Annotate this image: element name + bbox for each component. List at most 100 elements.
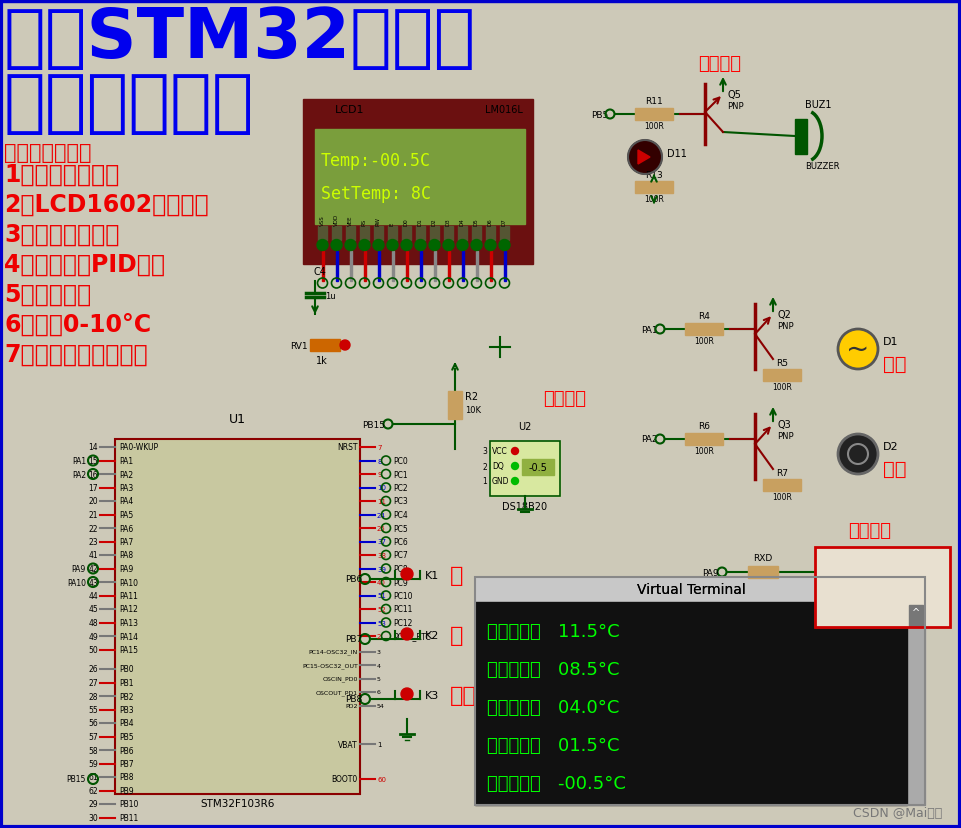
Text: 60: 60 [377,776,386,782]
Text: 6: 6 [377,690,381,695]
Bar [635,182,673,194]
Bar [815,547,950,628]
Text: PC15-OSC32_OUT: PC15-OSC32_OUT [302,662,358,668]
Text: 7、按键设置恒定温度: 7、按键设置恒定温度 [4,343,148,367]
Bar [378,252,380,282]
Bar [475,577,925,602]
Polygon shape [638,151,650,165]
Text: 温度检测: 温度检测 [544,389,586,407]
Text: PB12: PB12 [119,826,138,828]
Text: OSCOUT_PD1: OSCOUT_PD1 [316,690,358,695]
Bar [763,479,801,491]
Text: PA7: PA7 [119,537,134,546]
Circle shape [499,240,510,251]
Bar [475,577,925,805]
Text: 1: 1 [482,477,487,486]
Text: RXD: RXD [753,553,773,562]
Text: PA8: PA8 [119,551,134,560]
Text: PC8: PC8 [393,565,407,573]
Text: 42: 42 [88,565,98,573]
Text: 44: 44 [88,591,98,600]
Text: D2: D2 [432,218,437,226]
Circle shape [387,240,398,251]
Text: VDD: VDD [334,214,339,226]
Text: 2、LCD1602液晶显示: 2、LCD1602液晶显示 [4,193,209,217]
Bar [335,252,337,282]
Text: PA12: PA12 [119,604,137,614]
Circle shape [401,568,413,580]
Bar [350,252,352,282]
Bar [0,0,470,410]
Text: GND: GND [492,477,509,486]
Text: 2: 2 [482,462,487,471]
Text: E: E [390,223,395,226]
Text: D0: D0 [404,218,409,226]
Text: 58: 58 [88,745,98,754]
Circle shape [359,240,370,251]
Text: PNP: PNP [777,321,794,330]
Text: 21: 21 [88,510,98,519]
Bar [115,440,360,794]
Text: PB8: PB8 [345,695,362,704]
Text: PA9: PA9 [72,565,86,573]
Text: Q5: Q5 [727,90,741,100]
Text: R6: R6 [698,421,710,431]
Bar [303,100,533,265]
Bar [318,227,327,241]
Text: C4: C4 [313,267,326,277]
Text: U1: U1 [229,412,246,426]
Bar [402,227,411,241]
Text: PB5: PB5 [591,110,608,119]
Text: 7: 7 [377,445,382,450]
Text: 制冷: 制冷 [883,460,906,479]
Text: 57: 57 [88,732,98,741]
Text: 加热: 加热 [883,354,906,373]
Bar [448,252,450,282]
Text: 51: 51 [377,593,386,599]
Text: Q3: Q3 [777,420,791,430]
Text: Q2: Q2 [777,310,791,320]
Text: R4: R4 [698,311,710,320]
Text: 37: 37 [377,539,386,545]
Text: PB15: PB15 [362,420,385,429]
Text: LCD1: LCD1 [335,105,364,115]
Circle shape [401,240,412,251]
Circle shape [485,240,496,251]
Text: 23: 23 [88,537,98,546]
Text: PA9: PA9 [702,568,719,577]
Circle shape [401,628,413,640]
Circle shape [457,240,468,251]
Bar [310,339,340,352]
Bar [490,441,560,497]
Text: 1、温度实时检测: 1、温度实时检测 [4,163,119,187]
Text: PNP: PNP [727,102,744,111]
Text: 当前温度：   01.5°C: 当前温度： 01.5°C [487,736,620,754]
Text: DQ: DQ [492,462,504,471]
Text: 59: 59 [88,759,98,768]
Text: 声光报警: 声光报警 [699,55,742,73]
Text: PB7: PB7 [119,759,134,768]
Text: 41: 41 [88,551,98,560]
Bar [406,252,407,282]
Bar [522,460,554,475]
Text: D11: D11 [667,149,687,159]
Text: PC0: PC0 [393,456,407,465]
Text: VSS: VSS [320,215,325,226]
Bar [115,440,360,794]
Text: D7: D7 [502,218,507,226]
Text: 48: 48 [88,619,98,628]
Text: BUZZER: BUZZER [805,161,840,171]
Text: 5、故障报警: 5、故障报警 [4,282,91,306]
Text: RS: RS [362,219,367,226]
Text: PC2: PC2 [393,484,407,493]
Bar [763,369,801,382]
Text: PA1: PA1 [72,456,86,465]
Text: 4: 4 [377,662,381,667]
Text: 54: 54 [377,703,384,708]
Text: 24: 24 [377,512,385,518]
Text: R5: R5 [776,359,788,368]
Text: 38: 38 [377,552,386,558]
Text: 100R: 100R [694,446,714,455]
Text: 1u: 1u [325,291,335,300]
Text: 当前温度：   04.0°C: 当前温度： 04.0°C [487,698,620,716]
